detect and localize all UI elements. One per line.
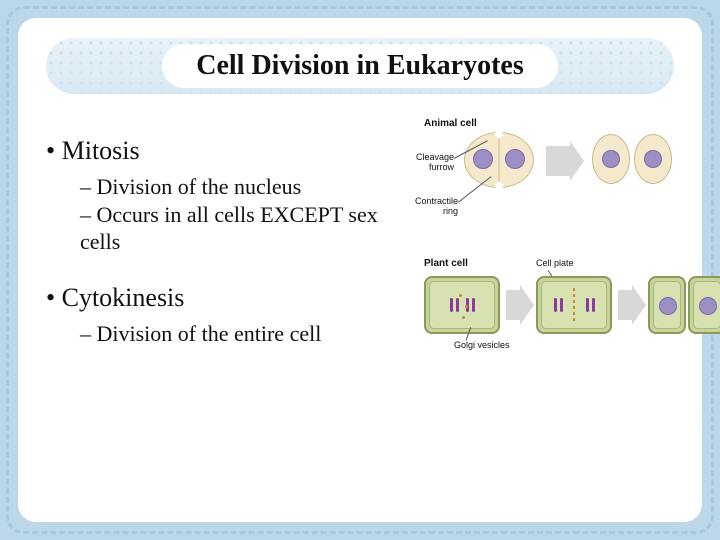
nucleus-icon [602,150,620,168]
chromosome-icon [554,298,557,312]
body-area: Mitosis Division of the nucleus Occurs i… [46,118,674,502]
golgi-vesicle-icon [465,305,468,308]
content-card: Cell Division in Eukaryotes Mitosis Divi… [18,18,702,522]
cell-plate [573,288,575,323]
sub-nucleus-division: Division of the nucleus [80,174,406,200]
nucleus-icon [473,149,493,169]
arrow-icon [546,146,570,176]
chromosome-icon [586,298,589,312]
plant-cell-stage1 [424,276,500,334]
animal-cell-dividing [464,132,534,188]
label-animal-cell: Animal cell [424,118,477,129]
label-cell-plate: Cell plate [536,258,574,268]
plant-daughter-2 [688,276,720,334]
animal-daughter-1 [592,134,630,184]
sub-entire-cell: Division of the entire cell [80,321,406,347]
nucleus-icon [505,149,525,169]
bullet-mitosis: Mitosis [46,136,406,166]
plant-daughter-1 [648,276,686,334]
label-golgi-vesicles: Golgi vesicles [454,340,510,350]
chromosome-icon [592,298,595,312]
contractile-ring-line [499,139,500,181]
nucleus-icon [699,297,717,315]
golgi-vesicle-icon [462,316,465,319]
sub-except-sex-cells: Occurs in all cells EXCEPT sex cells [80,202,406,255]
arrow-icon [506,290,520,320]
animal-daughter-2 [634,134,672,184]
label-cleavage-furrow: Cleavage furrow [406,152,454,172]
label-contractile-ring: Contractile ring [406,196,458,216]
nucleus-icon [644,150,662,168]
plant-cell-stage2 [536,276,612,334]
arrow-icon [618,290,632,320]
cleavage-bottom [495,182,503,190]
label-plant-cell: Plant cell [424,258,468,269]
bullet-cytokinesis: Cytokinesis [46,283,406,313]
chromosome-icon [560,298,563,312]
plant-inner [429,281,495,329]
title-band: Cell Division in Eukaryotes [46,38,674,94]
nucleus-icon [659,297,677,315]
chromosome-icon [450,298,453,312]
chromosome-icon [456,298,459,312]
diagram-column: Animal cell Cleavage furrow Contractile … [406,118,674,502]
cleavage-top [495,130,503,138]
text-column: Mitosis Division of the nucleus Occurs i… [46,118,406,502]
slide-title: Cell Division in Eukaryotes [162,44,557,88]
chromosome-icon [472,298,475,312]
